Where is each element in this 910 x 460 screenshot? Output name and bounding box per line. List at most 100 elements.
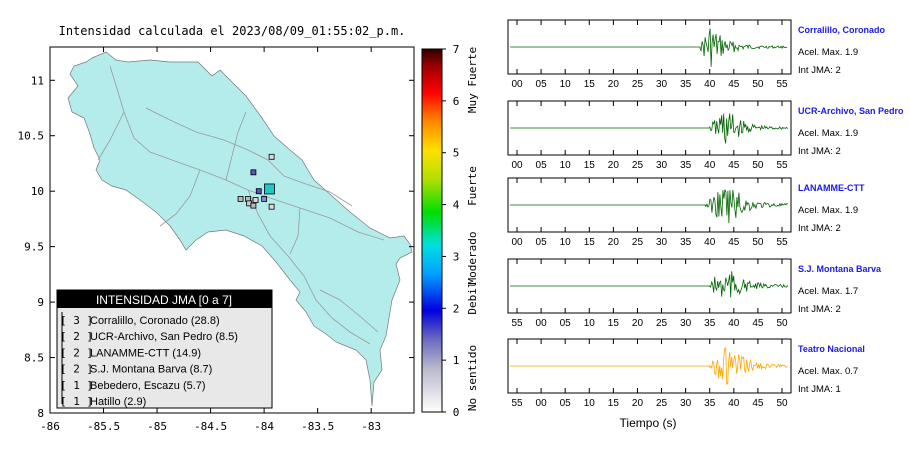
map-y-tick-label: 11: [31, 74, 44, 87]
station-marker: [255, 188, 262, 195]
seismogram-tick-label: 35: [680, 237, 692, 248]
map-y-tick-label: 8.5: [24, 352, 44, 365]
legend-item-text: Hatillo (2.9): [90, 396, 146, 408]
station-markers: [237, 153, 275, 210]
seismogram-tick-label: 50: [776, 398, 788, 409]
station-acceleration: Acel. Max. 1.7: [798, 286, 858, 297]
legend-item-level: [ 3 ]: [60, 314, 93, 327]
seismogram-panels: 00 05 10 15 20 25 30 35 40 45 50 55 Corralillo, Coro…: [507, 19, 904, 409]
seismogram-tick-label: 35: [704, 318, 716, 329]
station-marker: [264, 183, 275, 195]
map-x-tick-label: -83.5: [301, 420, 334, 433]
seismogram-tick-label: 45: [728, 160, 740, 171]
seismogram-tick-label: 20: [608, 79, 620, 90]
station-marker: [268, 153, 275, 160]
station-name: S.J. Montana Barva: [798, 264, 882, 274]
colorbar-tick-label: 1: [453, 354, 460, 367]
seismogram-tick-label: 15: [584, 237, 596, 248]
seismogram-tick-label: 45: [752, 318, 764, 329]
station-name: Corralillo, Coronado: [798, 25, 886, 35]
map-y-tick-label: 10: [31, 185, 44, 198]
map-x-tick-label: -83: [361, 420, 381, 433]
seismogram-tick-label: 30: [680, 398, 692, 409]
map-x-tick-label: -86: [40, 420, 60, 433]
seismogram-tick-label: 40: [728, 398, 740, 409]
station-jma-intensity: Int JMA: 1: [798, 384, 841, 395]
legend-item-level: [ 1 ]: [60, 379, 93, 392]
seismogram-tick-label: 45: [728, 79, 740, 90]
seismogram-tick-label: 05: [536, 79, 548, 90]
page-title: Intensidad calculada el 2023/08/09_01:55…: [59, 24, 406, 38]
seismogram-tick-label: 00: [536, 398, 548, 409]
seismogram-tick-label: 05: [560, 398, 572, 409]
seismogram-panel: 55 00 05 10 15 20 25 30 35 40 45 50 Teatro Nacional A…: [507, 338, 865, 409]
colorbar-tick-label: 2: [453, 302, 460, 315]
map-y-tick-label: 9: [37, 296, 44, 309]
map-y-tick-label: 10.5: [18, 130, 45, 143]
colorbar-tick-label: 0: [453, 406, 460, 419]
seismogram-tick-label: 05: [536, 160, 548, 171]
map-y-tick-label: 8: [37, 407, 44, 420]
colorbar-tick-label: 5: [453, 147, 460, 160]
legend-header: [57, 290, 272, 308]
seismogram-tick-label: 55: [776, 79, 788, 90]
station-acceleration: Acel. Max. 0.7: [798, 366, 858, 377]
legend-item-text: UCR-Archivo, San Pedro (8.5): [90, 331, 238, 343]
colorbar-label: No sentido: [466, 345, 479, 411]
seismogram-tick-label: 10: [584, 398, 596, 409]
seismogram-tick-label: 55: [511, 318, 523, 329]
seismogram-tick-label: 20: [608, 160, 620, 171]
seismogram-tick-label: 20: [608, 237, 620, 248]
legend-item-text: LANAMME-CTT (14.9): [90, 347, 201, 359]
colorbar-tick-label: 6: [453, 95, 460, 108]
map-roads: [97, 65, 385, 345]
seismogram-panel: 00 05 10 15 20 25 30 35 40 45 50 55 UCR-Archivo, San…: [507, 100, 904, 171]
colorbar-label: Debil: [466, 281, 479, 314]
colorbar-label: Fuerte: [466, 166, 479, 206]
station-marker: [250, 169, 257, 176]
seismogram-panel: 00 05 10 15 20 25 30 35 40 45 50 55 Corralillo, Coro…: [507, 19, 886, 90]
seismogram-tick-label: 00: [511, 237, 523, 248]
seismogram-tick-label: 20: [632, 318, 644, 329]
seismogram-tick-label: 35: [680, 160, 692, 171]
seismogram-tick-label: 45: [752, 398, 764, 409]
legend-items: [ 3 ]Corralillo, Coronado (28.8)[ 2 ]UCR…: [60, 314, 238, 408]
seismogram-trace: [510, 347, 788, 385]
station-acceleration: Acel. Max. 1.9: [798, 205, 858, 216]
seismogram-tick-label: 15: [608, 398, 620, 409]
seismogram-tick-label: 25: [632, 160, 644, 171]
station-marker: [250, 202, 257, 209]
legend-item-text: Bebedero, Escazu (5.7): [90, 380, 206, 392]
map-x-tick-label: -85.5: [87, 420, 120, 433]
seismogram-tick-label: 50: [776, 318, 788, 329]
seismogram-trace: [510, 28, 788, 67]
seismogram-tick-label: 10: [560, 79, 572, 90]
seismogram-tick-label: 55: [776, 237, 788, 248]
time-axis-label: Tiempo (s): [620, 416, 677, 430]
seismogram-tick-label: 40: [704, 160, 716, 171]
map-y-tick-label: 9.5: [24, 241, 44, 254]
colorbar-tick-label: 3: [453, 250, 460, 263]
seismogram-trace: [510, 271, 789, 298]
legend-item-level: [ 2 ]: [60, 330, 93, 343]
seismogram-tick-label: 25: [656, 398, 668, 409]
seismogram-tick-label: 30: [656, 160, 668, 171]
seismogram-tick-label: 30: [680, 318, 692, 329]
seismogram-tick-label: 40: [728, 318, 740, 329]
legend-title: INTENSIDAD JMA [0 a 7]: [96, 293, 232, 307]
seismogram-tick-label: 15: [584, 79, 596, 90]
map-y-axis: 11 10.5 10 9.5 9 8.5 8: [18, 74, 414, 420]
seismogram-trace: [510, 113, 789, 144]
seismogram-tick-label: 10: [584, 318, 596, 329]
seismogram-tick-label: 35: [680, 79, 692, 90]
seismogram-tick-label: 15: [584, 160, 596, 171]
legend-item-level: [ 1 ]: [60, 395, 93, 408]
station-name: Teatro Nacional: [798, 344, 865, 354]
legend-box: [56, 289, 273, 409]
seismogram-tick-label: 55: [511, 398, 523, 409]
map-x-tick-label: -84: [254, 420, 274, 433]
station-marker: [237, 196, 244, 202]
station-jma-intensity: Int JMA: 2: [798, 223, 841, 234]
